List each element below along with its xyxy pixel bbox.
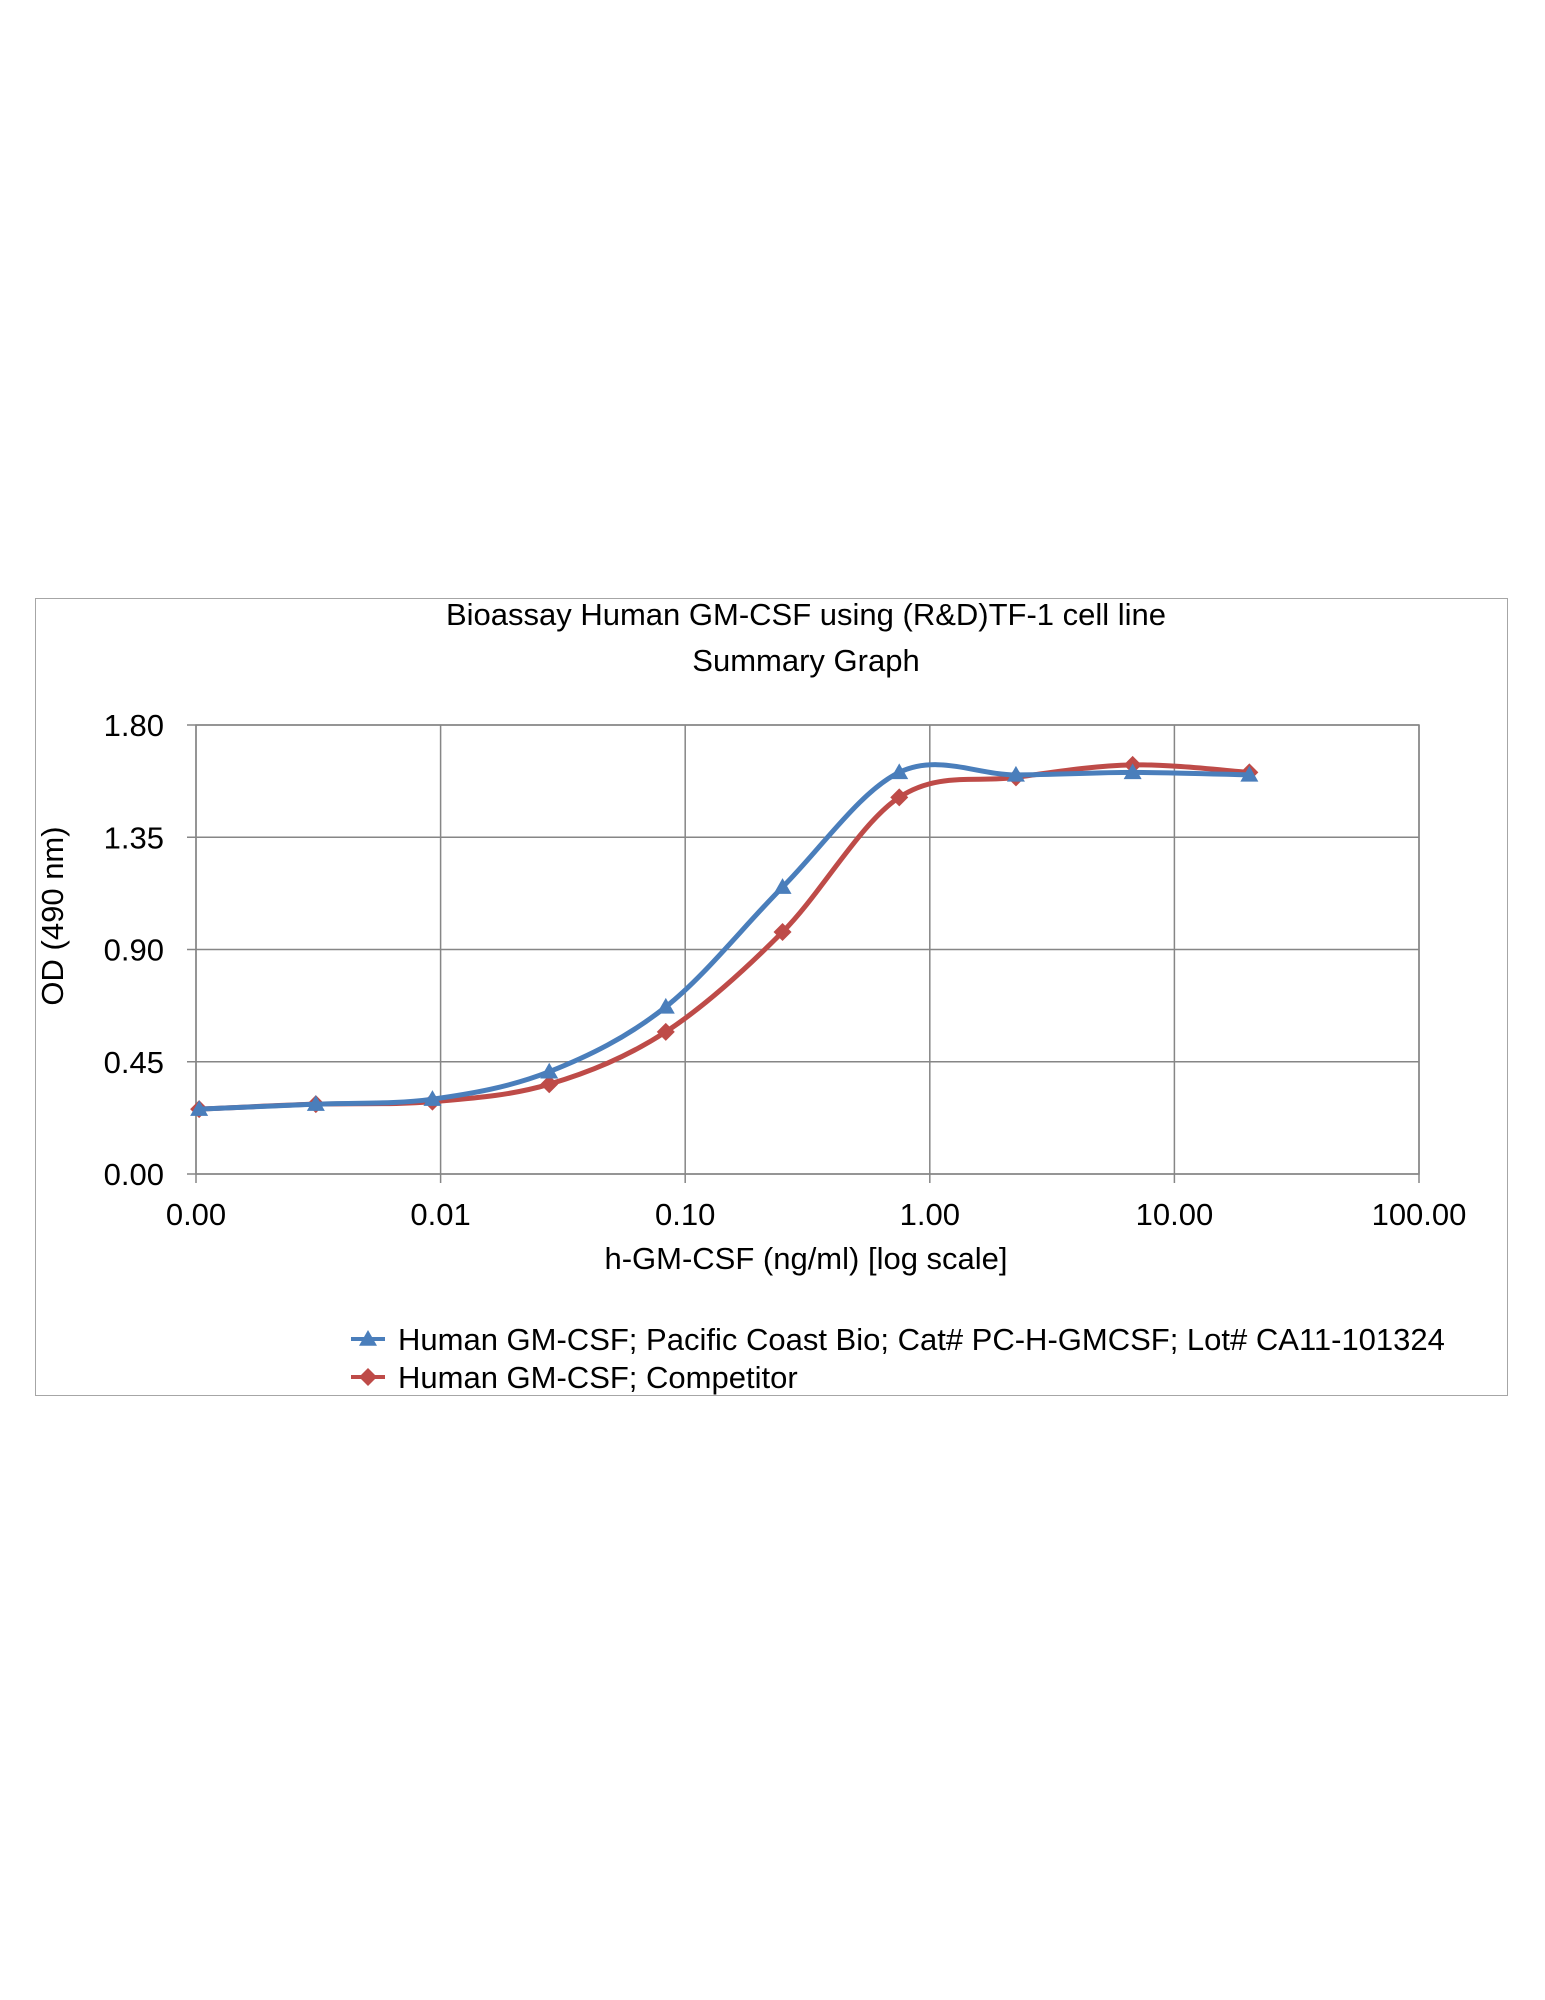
series-line bbox=[196, 762, 1252, 1112]
data-point bbox=[190, 1100, 209, 1116]
data-point bbox=[1240, 765, 1259, 782]
x-tick-label: 10.00 bbox=[1136, 1197, 1214, 1232]
data-point bbox=[656, 1022, 675, 1041]
x-axis-title: h-GM-CSF (ng/ml) [log scale] bbox=[604, 1241, 1007, 1276]
y-tick-label: 0.45 bbox=[104, 1045, 164, 1080]
legend-label: Human GM-CSF; Competitor bbox=[398, 1360, 798, 1395]
data-point bbox=[890, 763, 909, 780]
data-point bbox=[540, 1062, 559, 1079]
legend-marker bbox=[359, 1368, 377, 1386]
x-tick-label: 100.00 bbox=[1372, 1197, 1467, 1232]
chart-svg: Bioassay Human GM-CSF using (R&D)TF-1 ce… bbox=[36, 599, 1467, 1395]
data-point bbox=[1123, 763, 1142, 780]
y-axis-title: OD (490 nm) bbox=[36, 826, 70, 1005]
data-point bbox=[773, 878, 792, 894]
x-tick-label: 0.01 bbox=[410, 1197, 470, 1232]
legend-marker bbox=[359, 1330, 377, 1346]
series-line bbox=[196, 762, 1252, 1112]
y-tick-label: 1.80 bbox=[104, 708, 164, 743]
data-point bbox=[1006, 765, 1025, 782]
x-tick-label: 0.10 bbox=[655, 1197, 715, 1232]
data-point bbox=[890, 788, 909, 807]
data-point bbox=[423, 1090, 442, 1106]
legend: Human GM-CSF; Pacific Coast Bio; Cat# PC… bbox=[351, 1322, 1445, 1395]
grid-layer bbox=[187, 724, 1420, 1183]
y-tick-label: 0.00 bbox=[104, 1157, 164, 1192]
data-point bbox=[656, 997, 675, 1014]
series-layer bbox=[190, 755, 1259, 1119]
y-tick-label: 1.35 bbox=[104, 820, 164, 855]
data-point bbox=[773, 923, 792, 942]
data-point bbox=[540, 1075, 559, 1094]
legend-item-2: Human GM-CSF; Competitor bbox=[351, 1360, 798, 1395]
x-tick-label: 0.00 bbox=[166, 1197, 226, 1232]
legend-item-1: Human GM-CSF; Pacific Coast Bio; Cat# PC… bbox=[351, 1322, 1445, 1357]
chart-subtitle: Summary Graph bbox=[692, 643, 919, 678]
tick-layer: 0.00 0.45 0.90 1.35 1.80 0.00 0.01 0.10 1.00 10.0… bbox=[104, 708, 1467, 1232]
chart-title: Bioassay Human GM-CSF using (R&D)TF-1 ce… bbox=[446, 599, 1166, 632]
y-tick-label: 0.90 bbox=[104, 933, 164, 968]
x-tick-label: 1.00 bbox=[900, 1197, 960, 1232]
series-2 bbox=[190, 755, 1259, 1119]
series-1 bbox=[190, 762, 1259, 1116]
data-point bbox=[306, 1095, 325, 1111]
legend-label: Human GM-CSF; Pacific Coast Bio; Cat# PC… bbox=[398, 1322, 1445, 1357]
chart-frame: Bioassay Human GM-CSF using (R&D)TF-1 ce… bbox=[35, 598, 1508, 1396]
